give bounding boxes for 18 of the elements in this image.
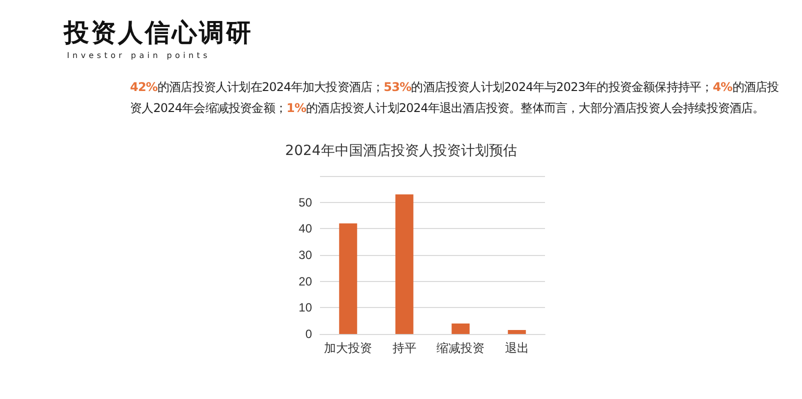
y-tick-label: 30 [298,248,312,262]
y-tick-label: 50 [298,195,312,210]
x-tick-label: 加大投资 [324,341,372,355]
text: Investor pain points [67,51,211,60]
y-tick-label: 10 [298,300,312,315]
x-tick-label: 缩减投资 [436,341,485,355]
x-tick-label: 持平 [392,341,416,355]
text: 2024年中国酒店投资人投资计划预估 [284,142,518,160]
y-tick-label: 20 [298,274,312,288]
y-tick-label: 0 [305,327,312,341]
bar [508,330,526,334]
bar [452,323,470,334]
y-tick-label: 40 [298,222,312,236]
bar [339,223,358,334]
x-tick-label: 退出 [504,341,529,355]
text: 42%的酒店投资人计划在2024年加大投资酒店；53%的酒店投资人计划2024年与2023年的投资金额保持持平；4%的酒店投资人2024年会缩减投资金额；1%的酒店投资人计划2024年退出酒店投资。整体而言，大部分酒店投资人会持续投资酒店。 [130,80,779,115]
chart-title: 投资人信心调研 [64,17,253,49]
bar [395,194,414,334]
